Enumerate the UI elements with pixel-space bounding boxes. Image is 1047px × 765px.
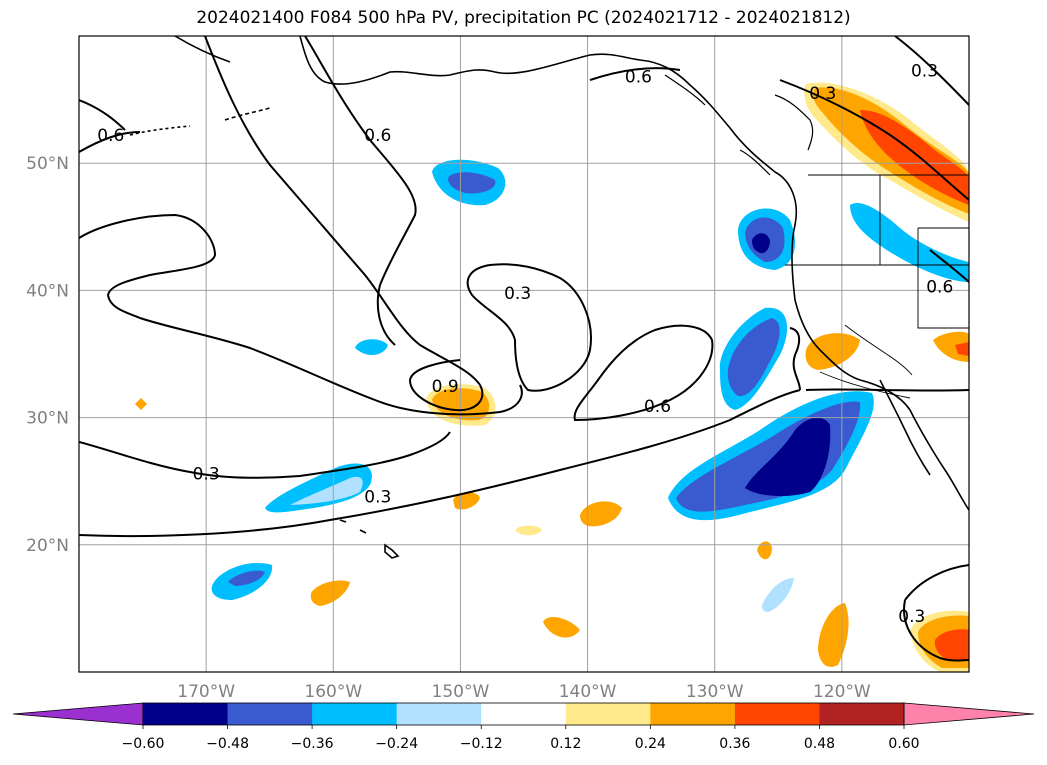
contour-label: 0.3 [504, 284, 531, 304]
lon-tick-label: 130°W [686, 682, 744, 702]
colorbar-tick-label: 0.60 [888, 736, 919, 752]
precip-neg-region [265, 463, 372, 513]
colorbar-extend-high [903, 702, 1035, 726]
precip-neg-region [762, 578, 794, 612]
precip-pos-region [135, 398, 147, 410]
colorbar-segment [819, 703, 905, 725]
pv-contour-line [204, 36, 484, 412]
contour-label: 0.6 [625, 68, 652, 88]
contour-label: 0.3 [911, 61, 938, 81]
lat-tick-label: 20°N [26, 536, 69, 556]
colorbar-tick-label: −0.12 [460, 736, 503, 752]
contour-labels: 0.3 0.3 0.3 0.6 0.6 0.9 0.6 0.6 0.3 0.3 0.6 0.3 [97, 61, 953, 627]
contour-label: 0.6 [926, 278, 953, 298]
gridlines [79, 36, 969, 672]
precip-pos-region [933, 331, 969, 362]
precip-pos-region [543, 616, 580, 638]
precip-pos-region [310, 580, 350, 606]
precip-pos-region [757, 541, 772, 560]
colorbar: −0.60 −0.48 −0.36 −0.24 −0.12 0.12 0.24 0.36 0.4… [12, 702, 1035, 752]
lat-tick-label: 40°N [26, 281, 69, 301]
pv-contour-line [79, 99, 126, 131]
pv-contour-line [904, 564, 969, 601]
precip-neg-region [355, 339, 388, 356]
pv-contours [79, 36, 969, 662]
colorbar-tick-label: 0.36 [719, 736, 750, 752]
pv-contour-line [573, 324, 714, 422]
pv-contour-line [903, 599, 969, 662]
lon-tick-label: 140°W [559, 682, 617, 702]
map-frame [78, 35, 970, 673]
pv-contour-line [79, 431, 451, 479]
coastlines [129, 36, 969, 559]
contour-label: 0.3 [193, 465, 220, 485]
contour-label: 0.6 [364, 126, 391, 146]
colorbar-segment [650, 703, 736, 725]
colorbar-tick-label: −0.36 [291, 736, 334, 752]
precip-pos-region [805, 333, 860, 370]
precip-pos-region [818, 603, 849, 667]
pv-contour-line [929, 249, 969, 283]
contour-label: 0.6 [97, 126, 124, 146]
precip-pos-region [515, 525, 542, 536]
contour-label: 0.3 [364, 487, 391, 507]
pv-contour-line [79, 389, 801, 538]
plot-title: 2024021400 F084 500 hPa PV, precipitatio… [196, 8, 851, 28]
pv-contour-line [79, 131, 141, 153]
lat-tick-label: 50°N [26, 154, 69, 174]
pv-contour-line [79, 213, 523, 416]
contour-label: 0.3 [898, 607, 925, 627]
colorbar-segment [565, 703, 651, 725]
colorbar-tick-label: −0.24 [375, 736, 418, 752]
colorbar-segment [481, 703, 567, 725]
lon-tick-label: 160°W [304, 682, 362, 702]
contour-label: 0.6 [644, 397, 671, 417]
pv-contour-line [589, 67, 681, 81]
precip-shading [135, 82, 969, 672]
colorbar-segment [312, 703, 398, 725]
pv-contour-line [304, 36, 417, 346]
pv-contour-line [894, 36, 969, 106]
axis-labels: 170°W 160°W 150°W 140°W 130°W 120°W 50°N 40°N 30… [26, 154, 871, 702]
colorbar-tick-label: 0.48 [804, 736, 835, 752]
colorbar-frame [142, 702, 905, 726]
lat-tick-label: 30°N [26, 409, 69, 429]
pv-contour-line [466, 263, 592, 392]
lon-tick-label: 170°W [177, 682, 235, 702]
pv-contour-line [805, 388, 969, 392]
colorbar-tick-label: 0.12 [550, 736, 581, 752]
north-america-coastline [299, 36, 969, 511]
contour-label: 0.9 [432, 377, 459, 397]
colorbar-extend-low [12, 702, 144, 726]
pv-contour-line [779, 79, 969, 201]
lon-tick-label: 120°W [813, 682, 871, 702]
baja-coastline [879, 379, 931, 476]
contour-label: 0.3 [809, 84, 836, 104]
colorbar-tick-label: 0.24 [635, 736, 666, 752]
colorbar-segment [143, 703, 229, 725]
colorbar-segment [227, 703, 313, 725]
political-boundaries [785, 174, 969, 399]
lon-tick-label: 150°W [432, 682, 490, 702]
colorbar-segment [734, 703, 820, 725]
colorbar-tick-label: −0.48 [206, 736, 249, 752]
colorbar-segment [396, 703, 482, 725]
precip-pos-region [453, 492, 480, 510]
colorbar-tick-label: −0.60 [122, 736, 165, 752]
pv-contour-line [789, 327, 801, 391]
map-area: 0.3 0.3 0.3 0.6 0.6 0.9 0.6 0.6 0.3 0.3 0.6 0.3 [79, 36, 969, 672]
precip-pos-region [580, 501, 622, 527]
